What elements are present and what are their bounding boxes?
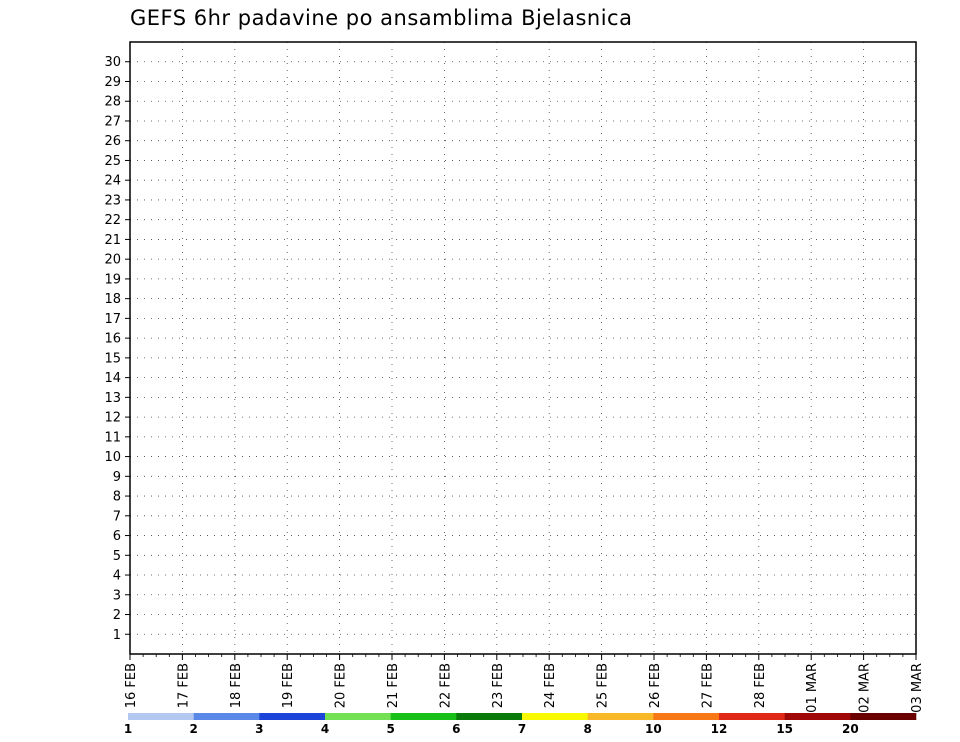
y-tick-label: 28 bbox=[104, 95, 121, 110]
y-tick-label: 6 bbox=[113, 529, 121, 544]
y-tick-label: 16 bbox=[104, 332, 121, 347]
y-tick-label: 10 bbox=[104, 450, 121, 465]
y-tick-label: 13 bbox=[104, 391, 121, 406]
x-tick-label: 27 FEB bbox=[700, 663, 715, 708]
x-tick-label: 26 FEB bbox=[648, 663, 663, 708]
colorbar-swatch bbox=[259, 713, 326, 720]
y-tick-label: 1 bbox=[113, 628, 121, 643]
y-tick-label: 12 bbox=[104, 411, 121, 426]
x-tick-label: 22 FEB bbox=[438, 663, 453, 708]
x-tick-label: 21 FEB bbox=[386, 663, 401, 708]
colorbar-swatch bbox=[390, 713, 457, 720]
colorbar-swatch bbox=[587, 713, 654, 720]
x-tick-label: 02 MAR bbox=[858, 663, 873, 713]
colorbar-label: 10 bbox=[645, 722, 662, 736]
x-tick-label: 24 FEB bbox=[543, 663, 558, 708]
plot-frame bbox=[129, 41, 917, 655]
chart-title: GEFS 6hr padavine po ansamblima Bjelasni… bbox=[130, 6, 633, 30]
x-tick-label: 25 FEB bbox=[596, 663, 611, 708]
colorbar-label: 5 bbox=[386, 722, 394, 736]
y-axis: 1234567891011121314151617181920212223242… bbox=[104, 55, 130, 643]
colorbar-label: 2 bbox=[189, 722, 197, 736]
x-tick-label: 23 FEB bbox=[491, 663, 506, 708]
x-axis: 16 FEB 17 FEB 18 FEB 19 FEB 20 FEB 21 FEB 22 F… bbox=[124, 654, 925, 713]
colorbar-label: 8 bbox=[583, 722, 591, 736]
x-tick-label: 18 FEB bbox=[229, 663, 244, 708]
colorbar-swatch bbox=[522, 713, 588, 720]
y-tick-label: 24 bbox=[104, 174, 121, 189]
colorbar-label: 3 bbox=[255, 722, 263, 736]
colorbar-swatch bbox=[719, 713, 785, 720]
colorbar-label: 6 bbox=[452, 722, 460, 736]
colorbar-legend: 1 2 3 4 5 6 7 8 10 12 15 20 bbox=[124, 713, 917, 736]
y-tick-label: 5 bbox=[113, 549, 121, 564]
x-tick-label: 17 FEB bbox=[176, 663, 191, 708]
y-tick-label: 18 bbox=[104, 292, 121, 307]
colorbar-swatch bbox=[128, 713, 194, 720]
colorbar-swatch bbox=[653, 713, 720, 720]
x-tick-label: 16 FEB bbox=[124, 663, 139, 708]
grid-lines bbox=[130, 42, 916, 654]
y-tick-label: 3 bbox=[113, 588, 121, 603]
colorbar-label: 7 bbox=[518, 722, 526, 736]
y-tick-label: 15 bbox=[104, 351, 121, 366]
y-tick-label: 9 bbox=[113, 470, 121, 485]
y-tick-label: 2 bbox=[113, 608, 121, 623]
colorbar-label: 4 bbox=[321, 722, 329, 736]
y-tick-label: 25 bbox=[104, 154, 121, 169]
y-tick-label: 29 bbox=[104, 75, 121, 90]
y-tick-label: 22 bbox=[104, 213, 121, 228]
y-tick-label: 27 bbox=[104, 114, 121, 129]
y-tick-label: 14 bbox=[104, 371, 121, 386]
colorbar-swatch bbox=[850, 713, 917, 720]
x-tick-label: 03 MAR bbox=[910, 663, 925, 713]
x-tick-label: 20 FEB bbox=[334, 663, 349, 708]
y-tick-label: 7 bbox=[113, 509, 121, 524]
colorbar-swatch bbox=[325, 713, 391, 720]
colorbar-label: 15 bbox=[776, 722, 793, 736]
y-tick-label: 30 bbox=[104, 55, 121, 70]
x-tick-label: 28 FEB bbox=[753, 663, 768, 708]
y-tick-label: 20 bbox=[104, 253, 121, 268]
x-tick-label: 19 FEB bbox=[281, 663, 296, 708]
colorbar-label: 1 bbox=[124, 722, 132, 736]
y-tick-label: 23 bbox=[104, 193, 121, 208]
y-tick-label: 21 bbox=[104, 233, 121, 248]
y-tick-label: 11 bbox=[104, 430, 121, 445]
y-tick-label: 17 bbox=[104, 312, 121, 327]
colorbar-swatch bbox=[193, 713, 260, 720]
x-tick-label: 01 MAR bbox=[805, 663, 820, 713]
y-tick-label: 19 bbox=[104, 272, 121, 287]
colorbar-label: 20 bbox=[842, 722, 859, 736]
colorbar-swatch bbox=[784, 713, 851, 720]
y-tick-label: 8 bbox=[113, 490, 121, 505]
colorbar-label: 12 bbox=[711, 722, 728, 736]
y-tick-label: 4 bbox=[113, 569, 121, 584]
y-tick-label: 26 bbox=[104, 134, 121, 149]
colorbar-swatch bbox=[456, 713, 523, 720]
